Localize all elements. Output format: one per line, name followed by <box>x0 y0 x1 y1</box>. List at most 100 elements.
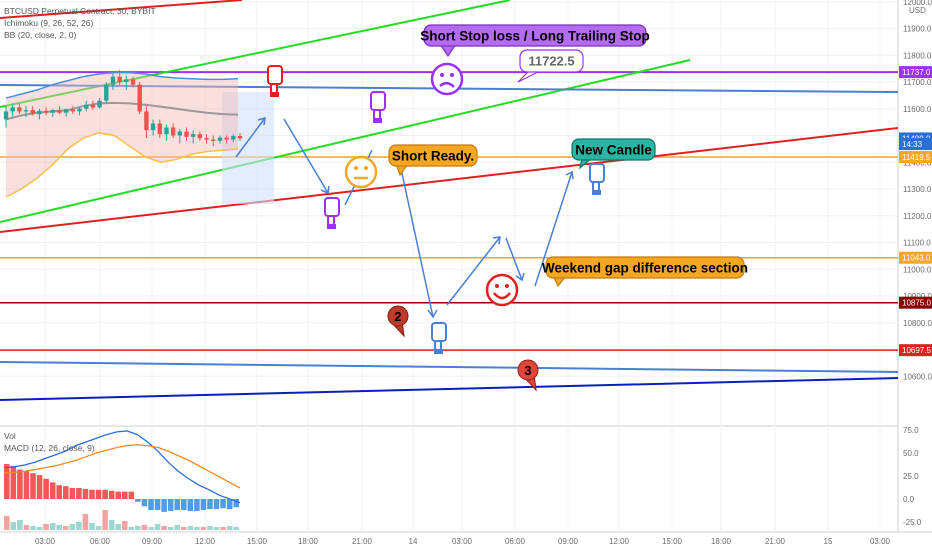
callout-box <box>545 256 745 279</box>
candle-body <box>23 110 29 112</box>
macd-histogram-bar <box>95 489 102 499</box>
callouts: Short Stop loss / Long Trailing Stop 1172… <box>387 24 748 392</box>
price-label-text: 14:33 <box>902 140 923 149</box>
candle-body <box>231 136 236 140</box>
macd-histogram-bar <box>154 499 161 511</box>
time-tick-label: 03:00 <box>452 537 473 546</box>
time-tick-label: 15:00 <box>662 537 683 546</box>
time-tick-label: 18:00 <box>298 537 319 546</box>
arrow-head <box>257 116 266 126</box>
macd-histogram-bar <box>4 464 10 499</box>
hand-cuff <box>327 224 336 229</box>
callout-label: 11722.5 <box>528 54 574 69</box>
bb-upper-band <box>5 71 239 99</box>
green-trendline-upper <box>0 0 511 108</box>
candle-body <box>57 110 62 113</box>
price-label-tag <box>899 344 932 357</box>
candle-body <box>211 139 216 141</box>
callout-new-candle: New Candle <box>571 138 656 170</box>
volume-bar <box>76 522 82 530</box>
candle-body <box>50 110 55 113</box>
volume-bar <box>233 527 239 530</box>
callout-box <box>423 24 647 47</box>
volume-bar <box>174 525 180 530</box>
macd-histogram-bar <box>56 485 62 499</box>
volume-bar <box>141 525 148 530</box>
hand-palm <box>589 163 605 183</box>
drawn-icons <box>267 62 605 354</box>
candle-body <box>124 79 129 82</box>
hand-palm <box>267 65 283 85</box>
candle-body <box>104 84 109 101</box>
callout-short-stop-loss: Short Stop loss / Long Trailing Stop <box>420 24 650 58</box>
volume-bar <box>181 527 187 530</box>
volume-bar <box>23 525 30 530</box>
macd-histogram-bar <box>69 487 76 499</box>
face-eye <box>440 73 444 77</box>
price-label-text: 10697.5 <box>902 346 931 355</box>
time-tick-label: 15 <box>824 537 833 546</box>
candle-body <box>84 104 89 109</box>
hand-finger <box>270 83 278 94</box>
callout-label: Short Ready. <box>392 148 474 163</box>
candle-body <box>204 138 209 140</box>
candle-body <box>17 107 22 112</box>
face-outline <box>344 155 378 189</box>
marker-2: 2 <box>387 305 409 338</box>
hand-cuff <box>373 118 382 123</box>
ichimoku-legend: Ichimoku (9, 26, 52, 26) <box>4 18 93 28</box>
volume-bar <box>167 527 174 530</box>
candle-body <box>130 79 136 85</box>
arrow-head <box>320 185 330 195</box>
volume-bar <box>128 527 135 530</box>
candle-body <box>144 111 149 131</box>
candle-body <box>177 131 183 136</box>
macd-histogram-bar <box>135 499 141 502</box>
candle-body <box>90 104 96 108</box>
candle-body <box>184 131 189 137</box>
pointing-hand-icon-blue-bottom <box>431 322 447 354</box>
arrow-head <box>492 236 501 245</box>
callout-label: Weekend gap difference section <box>542 260 748 275</box>
price-tick-label: 11800.0 <box>903 51 932 60</box>
candle-body <box>77 108 82 112</box>
macd-tick-label: 25.0 <box>903 472 919 481</box>
volume-bar <box>207 526 213 530</box>
macd-tick-label: 50.0 <box>903 449 919 458</box>
price-tick-label: 10600.0 <box>903 372 932 381</box>
candle-body <box>10 107 15 112</box>
volume-bar <box>49 523 56 530</box>
callout-short-ready: Short Ready. <box>388 144 478 177</box>
time-tick-label: 18:00 <box>711 537 732 546</box>
callout-box <box>388 144 478 167</box>
candle-body <box>237 136 243 139</box>
volume-bar <box>36 527 43 530</box>
price-tick-label: 11100.0 <box>903 239 931 248</box>
candle-body <box>70 109 76 112</box>
hand-palm <box>431 322 447 342</box>
volume-bar <box>187 526 194 530</box>
candle-body <box>191 134 196 137</box>
face-eye <box>450 73 454 77</box>
volume-bar <box>82 514 89 530</box>
bb-legend: BB (20, close, 2, 0) <box>4 30 76 40</box>
marker-3: 3 <box>517 359 539 392</box>
macd-histogram-bar <box>23 471 30 499</box>
face-eye <box>495 284 499 288</box>
volume-bar <box>95 526 102 530</box>
face-eye <box>364 166 368 170</box>
price-tick-label: 11300.0 <box>903 185 932 194</box>
volume-bar <box>200 527 207 530</box>
callout-weekend-gap: Weekend gap difference section <box>542 256 748 288</box>
red-trendline-main <box>0 127 899 233</box>
volume-bar <box>56 525 62 530</box>
wry-face-icon <box>430 62 464 96</box>
candle-body <box>30 110 35 115</box>
volume-bar <box>135 526 141 530</box>
marker-circle <box>517 359 539 381</box>
macd-histogram-bar <box>128 491 135 499</box>
macd-tick-label: 0.0 <box>903 495 915 504</box>
macd-histogram-bar <box>167 499 174 511</box>
volume-bar <box>122 521 128 530</box>
